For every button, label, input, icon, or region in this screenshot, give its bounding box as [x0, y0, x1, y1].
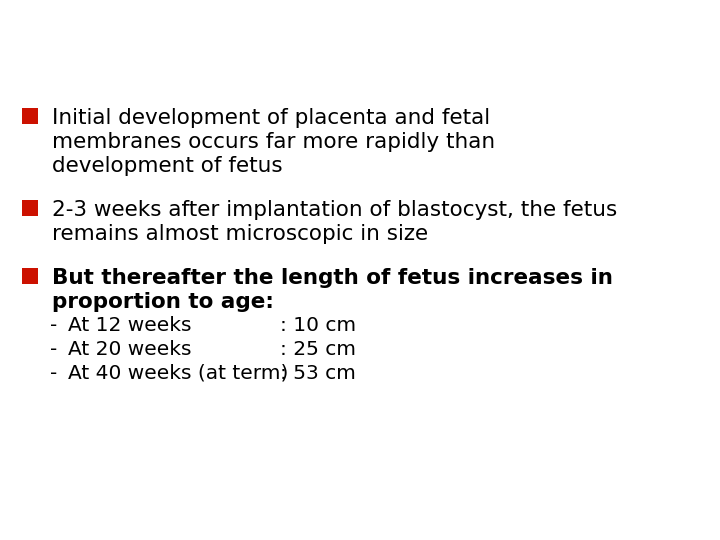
Text: development of fetus: development of fetus [52, 156, 283, 176]
Text: remains almost microscopic in size: remains almost microscopic in size [52, 224, 428, 244]
Text: -: - [50, 316, 58, 335]
Text: At 12 weeks: At 12 weeks [68, 316, 192, 335]
Text: At 20 weeks: At 20 weeks [68, 340, 192, 359]
Text: membranes occurs far more rapidly than: membranes occurs far more rapidly than [52, 132, 495, 152]
Text: At 40 weeks (at term): At 40 weeks (at term) [68, 364, 289, 383]
Text: Initial development of placenta and fetal: Initial development of placenta and feta… [52, 108, 490, 128]
Text: proportion to age:: proportion to age: [52, 292, 274, 312]
Bar [22, 200, 38, 216]
Text: : 10 cm: : 10 cm [280, 316, 356, 335]
Text: Growth and Functional Development of Fetus: Growth and Functional Development of Fet… [18, 26, 720, 54]
Text: : 25 cm: : 25 cm [280, 340, 356, 359]
Text: : 53 cm: : 53 cm [280, 364, 356, 383]
Text: 2-3 weeks after implantation of blastocyst, the fetus: 2-3 weeks after implantation of blastocy… [52, 200, 617, 220]
Bar [22, 108, 38, 124]
Bar [22, 268, 38, 284]
Text: -: - [50, 364, 58, 383]
Text: But thereafter the length of fetus increases in: But thereafter the length of fetus incre… [52, 268, 613, 288]
Text: -: - [50, 340, 58, 359]
